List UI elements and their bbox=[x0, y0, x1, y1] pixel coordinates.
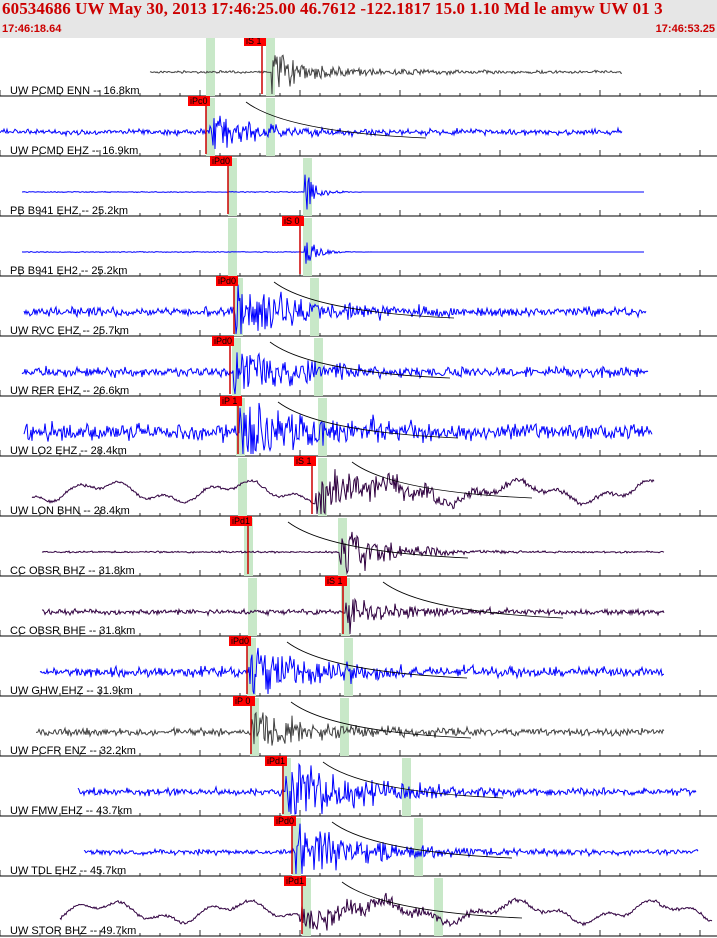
pick-label: iPd0 bbox=[212, 156, 230, 166]
pick-label: iS 1 bbox=[246, 38, 262, 46]
travel-time-curve bbox=[351, 461, 533, 499]
travel-time-curve bbox=[290, 701, 472, 739]
s-pick-band bbox=[338, 518, 347, 576]
event-title: 60534686 UW May 30, 2013 17:46:25.00 46.… bbox=[2, 0, 663, 18]
waveform-trace bbox=[149, 54, 622, 95]
travel-time-curve bbox=[341, 881, 523, 919]
pick-label: iPd1 bbox=[232, 516, 250, 526]
s-pick-band bbox=[266, 38, 275, 96]
pick-marker[interactable] bbox=[244, 38, 266, 46]
pick-marker[interactable] bbox=[212, 336, 234, 346]
pick-label: iPc0 bbox=[190, 96, 208, 106]
trace-label: PB B941 EHZ -- 25.2km bbox=[10, 205, 128, 217]
pick-marker[interactable] bbox=[230, 516, 252, 526]
trace-label: CC OBSR BHE -- 31.8km bbox=[10, 625, 135, 637]
pick-label: iPd1 bbox=[267, 756, 285, 766]
pick-marker[interactable] bbox=[233, 696, 255, 706]
waveform-trace bbox=[41, 597, 665, 635]
pick-label: iS 1 bbox=[296, 456, 312, 466]
waveform-trace bbox=[59, 892, 713, 931]
p-pick-band bbox=[282, 758, 291, 816]
pick-label: iS 0 bbox=[284, 216, 300, 226]
pick-marker[interactable] bbox=[265, 756, 287, 766]
pick-marker[interactable] bbox=[294, 456, 316, 466]
s-pick-band bbox=[340, 698, 349, 756]
travel-time-curve bbox=[277, 401, 459, 439]
travel-time-curve bbox=[331, 821, 513, 859]
trace-label: PB B941 EH2 -- 25.2km bbox=[10, 265, 127, 277]
p-pick-band bbox=[228, 158, 237, 216]
pick-marker[interactable] bbox=[210, 156, 232, 166]
pick-label: iS 1 bbox=[327, 576, 343, 586]
waveform-trace bbox=[23, 402, 653, 455]
waveform-trace bbox=[31, 469, 655, 515]
p-pick-band bbox=[206, 38, 215, 96]
start-time: 17:46:18.64 bbox=[2, 23, 62, 35]
trace-label: UW TDL EHZ -- 45.7km bbox=[10, 865, 126, 877]
pick-marker[interactable] bbox=[325, 576, 347, 586]
pick-label: iPd0 bbox=[218, 276, 236, 286]
waveform-trace bbox=[83, 823, 699, 875]
pick-marker[interactable] bbox=[229, 636, 251, 646]
waveform-trace bbox=[77, 762, 697, 815]
pick-marker[interactable] bbox=[216, 276, 238, 286]
travel-time-curve bbox=[287, 521, 469, 559]
waveform-trace bbox=[21, 242, 644, 264]
p-pick-band bbox=[248, 578, 257, 636]
trace-label: UW GHW EHZ -- 31.9km bbox=[10, 685, 133, 697]
p-pick-band bbox=[302, 878, 311, 936]
waveform-trace bbox=[23, 284, 647, 335]
s-pick-band bbox=[318, 458, 327, 516]
pick-label: iPd0 bbox=[276, 816, 294, 826]
pick-marker[interactable] bbox=[282, 216, 304, 226]
p-pick-band bbox=[234, 278, 243, 336]
p-pick-band bbox=[238, 458, 247, 516]
pick-marker[interactable] bbox=[188, 96, 210, 106]
trace-label: UW RER EHZ -- 26.6km bbox=[10, 385, 129, 397]
pick-label: iP 1 bbox=[222, 396, 237, 406]
p-pick-band bbox=[228, 218, 237, 276]
trace-label: UW STOR BHZ -- 49.7km bbox=[10, 925, 136, 937]
pick-marker[interactable] bbox=[220, 396, 242, 406]
s-pick-band bbox=[344, 638, 353, 696]
seismogram-panel: iS 1 UW PCMD ENN -- 16.8km iPc0 UW PCMD EHZ… bbox=[0, 38, 717, 937]
waveform-trace bbox=[39, 647, 665, 695]
trace-label: UW PCFR ENZ -- 32.2km bbox=[10, 745, 136, 757]
p-pick-band bbox=[247, 638, 256, 696]
pick-label: iP 0 bbox=[235, 696, 250, 706]
trace-label: UW LO2 EHZ -- 28.4km bbox=[10, 445, 127, 457]
waveform-trace bbox=[0, 115, 623, 150]
trace-label: UW RVC EHZ -- 25.7km bbox=[10, 325, 129, 337]
trace-label: CC OBSR BHZ -- 31.8km bbox=[10, 565, 135, 577]
pick-label: iPd0 bbox=[214, 336, 232, 346]
s-pick-band bbox=[314, 338, 323, 396]
travel-time-curve bbox=[245, 101, 427, 139]
p-pick-band bbox=[236, 398, 245, 456]
travel-time-curve bbox=[286, 641, 468, 679]
end-time: 17:46:53.25 bbox=[655, 23, 715, 35]
s-pick-band bbox=[434, 878, 443, 936]
trace-label: UW LON BHN -- 28.4km bbox=[10, 505, 130, 517]
header-bar: 60534686 UW May 30, 2013 17:46:25.00 46.… bbox=[0, 0, 717, 38]
pick-label: iPd0 bbox=[231, 636, 249, 646]
travel-time-curve bbox=[322, 761, 504, 799]
waveform-trace bbox=[35, 711, 665, 746]
travel-time-curve bbox=[273, 281, 455, 319]
s-pick-band bbox=[402, 758, 411, 816]
pick-label: iPd1 bbox=[286, 876, 304, 886]
trace-label: UW PCMD EHZ -- 16.9km bbox=[10, 145, 138, 157]
waveform-trace bbox=[41, 531, 665, 575]
waveform-trace bbox=[21, 174, 644, 210]
pick-marker[interactable] bbox=[274, 816, 296, 826]
trace-label: UW FMW EHZ -- 43.7km bbox=[10, 805, 132, 817]
travel-time-curve bbox=[269, 341, 451, 379]
trace-label: UW PCMD ENN -- 16.8km bbox=[10, 85, 140, 97]
pick-marker[interactable] bbox=[284, 876, 306, 886]
s-pick-band bbox=[414, 818, 423, 876]
travel-time-curve bbox=[382, 581, 564, 619]
